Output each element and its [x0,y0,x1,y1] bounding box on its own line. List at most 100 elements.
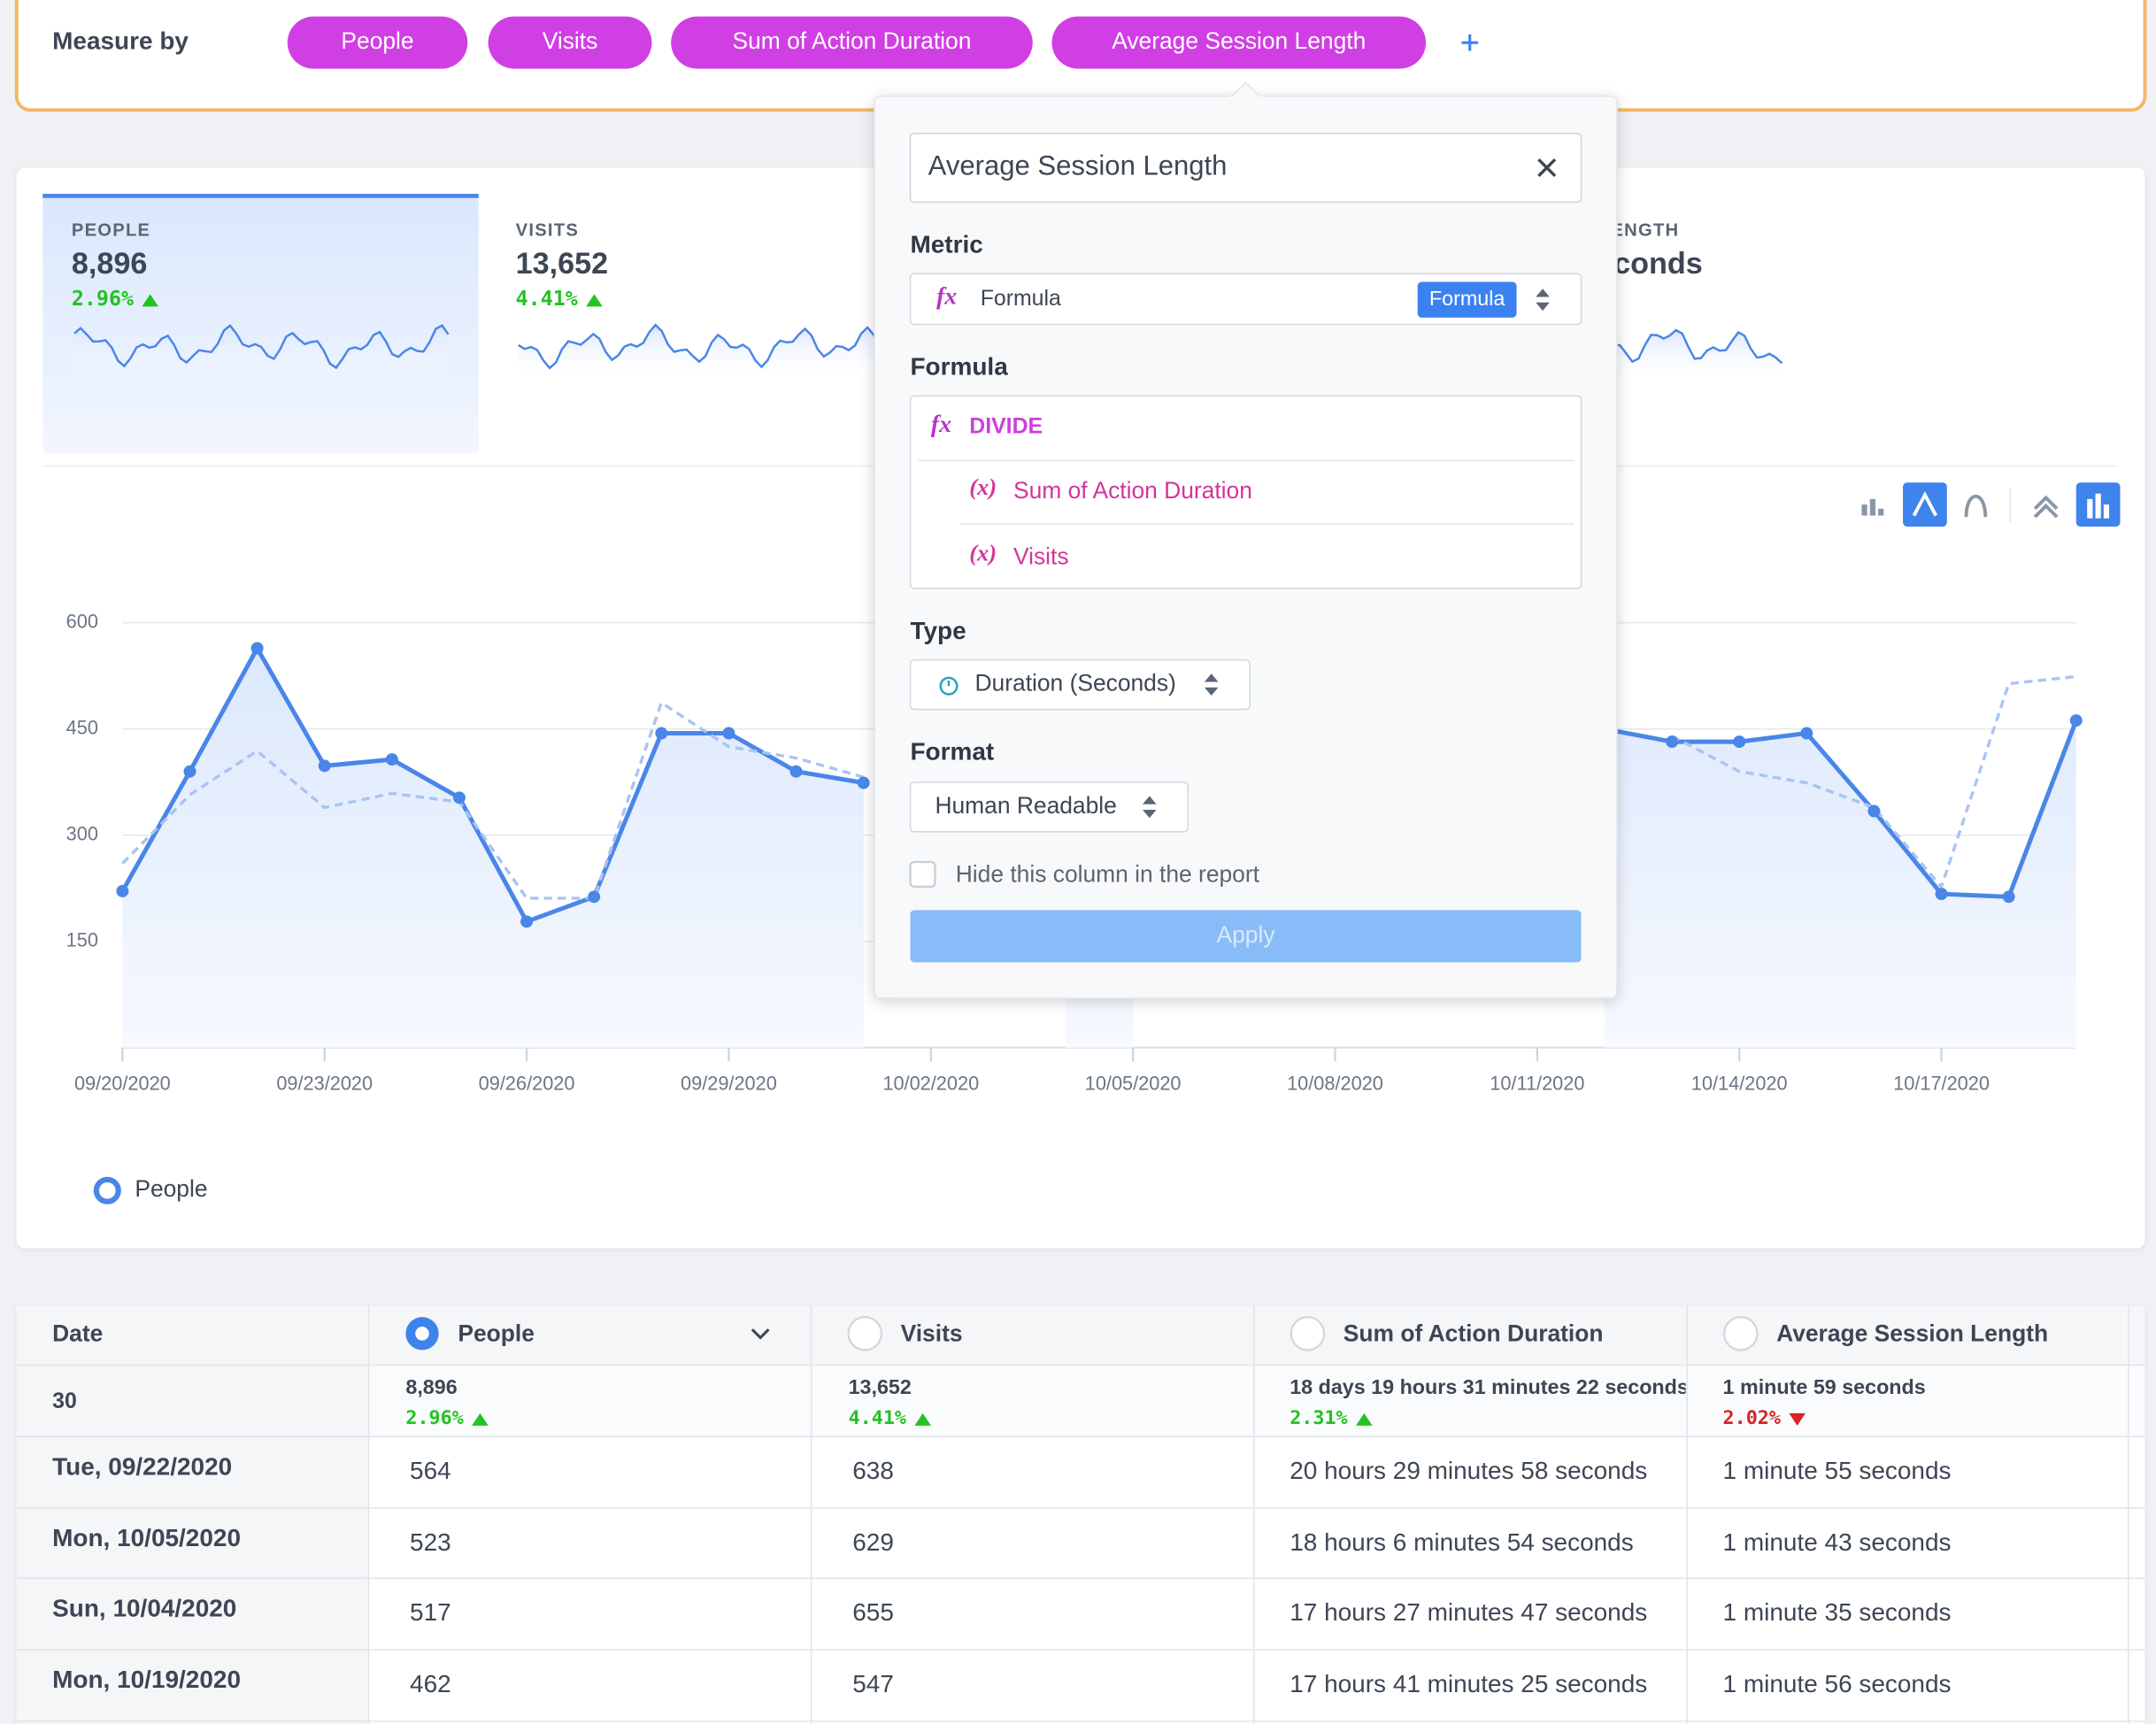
apply-button[interactable] [910,910,1582,963]
legend-item[interactable]: People [93,1175,208,1204]
add-measure-button[interactable] [1461,34,1479,51]
select-arrow [1204,687,1219,697]
select-value: Formula [981,287,1061,311]
metric-select[interactable] [909,273,1582,326]
tile-label: PEOPLE [72,220,150,240]
variable-icon: (x) [969,473,997,500]
totals-cell: 13,652 4.41% [849,1375,931,1429]
data-point [250,642,264,655]
change-arrow [1789,1412,1806,1426]
measure-pill[interactable] [1051,16,1427,69]
table-cell: 629 [852,1528,894,1556]
totals-value: 13,652 [849,1375,912,1398]
clear-button[interactable] [1537,158,1557,178]
metric-editor-popup: Average Session Length Metric fx Formula For… [874,81,1618,999]
header-bg [16,1305,2145,1366]
data-point [1867,804,1881,818]
x-tick-label: 09/23/2020 [276,1072,373,1094]
change-arrow [914,1412,931,1426]
formula-icon: fx [936,283,957,311]
select-arrow [1143,809,1157,819]
radio-dot [415,1327,429,1341]
sparkline [73,324,450,370]
icon-bar [1869,498,1875,516]
data-point [1800,727,1813,740]
totals-bg [368,1366,2145,1437]
measure-pill[interactable] [671,16,1033,69]
x-tick-label: 10/14/2020 [1691,1072,1788,1094]
change-label: 2.96% [72,287,134,311]
table-cell: 1 minute 35 seconds [1723,1598,1952,1626]
data-point [1935,888,1948,901]
formula-argument: Visits [1013,543,1069,570]
change-label: 4.41% [849,1407,906,1429]
sparkline [518,323,893,370]
y-tick-label: 300 [66,822,98,844]
hide-checkbox[interactable] [909,860,936,889]
date-column-bg [16,1305,369,1724]
chart-type-button[interactable] [1964,494,1988,518]
apply-label: Apply [1217,921,1276,948]
table-cell: 1 minute 56 seconds [1723,1670,1952,1697]
change-label: 2.31% [1290,1407,1347,1429]
icon-stack [2033,495,2059,519]
selected-tile[interactable] [42,194,479,454]
table-cell: 462 [410,1670,451,1697]
sort-chevron[interactable] [751,1328,770,1340]
y-tick-label: 450 [66,716,98,738]
icon-bar [1878,508,1884,516]
change-label: 2.96% [405,1407,463,1429]
totals-value: 18 days 19 hours 31 minutes 22 seconds [1290,1375,1689,1398]
measure-pill[interactable] [287,16,468,69]
name-input[interactable] [909,132,1582,204]
column-radio[interactable] [847,1316,883,1351]
checkbox-label: Hide this column in the report [956,861,1260,888]
comparison-line [121,674,2076,900]
measure-pill[interactable] [488,16,652,69]
chart-type-button[interactable] [2033,495,2059,519]
icon-bar [2103,504,2110,519]
data-point [2002,890,2015,904]
chart-type-button[interactable] [1861,498,1884,516]
x2 [1537,158,1557,178]
chart-type-button[interactable] [2075,482,2121,527]
tile-label: VISITS [516,220,579,240]
field-label: Formula [910,353,1008,381]
column-header: Sum of Action Duration [1344,1320,1604,1346]
table-cell: 1 minute 55 seconds [1723,1457,1952,1484]
totals-cell: 18 days 19 hours 31 minutes 22 seconds 2.… [1290,1375,1689,1429]
select-arrow [1536,302,1550,312]
chart-type-button[interactable] [1903,482,1947,527]
data-point [2069,714,2083,727]
table-cell: 20 hours 29 minutes 58 seconds [1290,1457,1647,1484]
metric-tile[interactable]: VISITS 13,652 4.41% [516,220,893,382]
data-point [116,884,129,897]
formula-box [909,395,1582,589]
format-select[interactable] [909,781,1190,833]
name-input-text: Average Session Length [928,150,1228,181]
table-cell: 547 [852,1670,894,1697]
x-tick-label: 10/02/2020 [882,1072,979,1094]
data-point [385,753,398,766]
pill-label: Average Session Length [1112,27,1366,54]
data-point [1733,735,1746,749]
data-point [588,890,601,904]
select-value: Human Readable [935,792,1116,819]
table-cell: 638 [852,1457,894,1484]
row-date: Mon, 10/19/2020 [52,1666,241,1693]
column-radio[interactable] [1290,1316,1326,1351]
icon-line [1912,491,1938,517]
formula-icon: fx [931,411,951,438]
select-arrow [1143,796,1157,804]
y-tick-label: 600 [66,610,98,632]
change-arrow [586,294,603,307]
x-tick-label: 09/20/2020 [74,1072,171,1094]
metric-tile[interactable]: PEOPLE 8,896 2.96% [72,220,450,382]
formula-argument: Sum of Action Duration [1013,477,1252,504]
totals-value: 1 minute 59 seconds [1723,1375,1926,1398]
type-select[interactable] [909,658,1251,711]
table-cell: 564 [410,1457,451,1484]
column-radio[interactable] [1722,1316,1759,1351]
row-date: Sun, 10/04/2020 [52,1594,236,1621]
